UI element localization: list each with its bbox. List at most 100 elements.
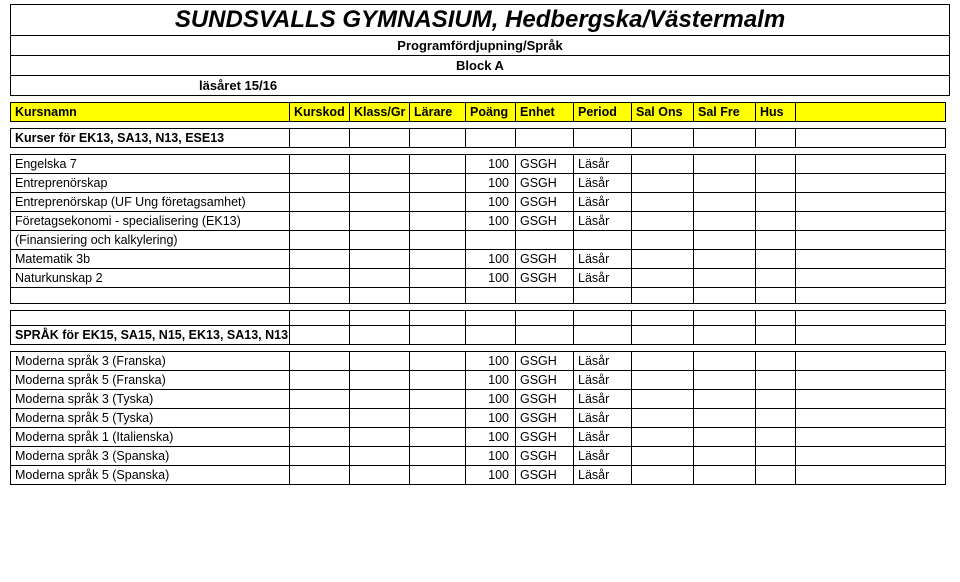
table-cell: Läsår: [574, 447, 632, 466]
table-cell: GSGH: [516, 154, 574, 174]
table-cell: [290, 174, 350, 193]
table-cell: [796, 466, 946, 485]
table-cell: [632, 409, 694, 428]
table-row: Moderna språk 3 (Spanska)100GSGHLäsår: [10, 447, 950, 466]
table-cell: [756, 351, 796, 371]
section-row: Kurser för EK13, SA13, N13, ESE13: [10, 128, 950, 148]
table-cell: [756, 371, 796, 390]
table-cell: [694, 371, 756, 390]
col-hus: Hus: [756, 102, 796, 122]
table-cell: Läsår: [574, 212, 632, 231]
table-cell: [632, 466, 694, 485]
table-cell: Engelska 7: [10, 154, 290, 174]
table-cell: [410, 466, 466, 485]
table-cell: GSGH: [516, 466, 574, 485]
table-cell: [694, 409, 756, 428]
table-cell: [350, 447, 410, 466]
table-cell: [410, 193, 466, 212]
table-cell: [756, 250, 796, 269]
table-cell: Matematik 3b: [10, 250, 290, 269]
table-cell: [796, 409, 946, 428]
table-cell: [290, 371, 350, 390]
table-row: (Finansiering och kalkylering): [10, 231, 950, 250]
table-cell: [466, 231, 516, 250]
table-cell: [694, 447, 756, 466]
table-cell: [410, 447, 466, 466]
table-cell: GSGH: [516, 428, 574, 447]
table-cell: Moderna språk 3 (Tyska): [10, 390, 290, 409]
table-cell: [694, 174, 756, 193]
table-cell: [290, 351, 350, 371]
table-cell: [410, 371, 466, 390]
table-cell: [694, 269, 756, 288]
table-cell: Läsår: [574, 351, 632, 371]
table-cell: [350, 428, 410, 447]
table-cell: 100: [466, 390, 516, 409]
table-cell: [796, 193, 946, 212]
table-cell: 100: [466, 447, 516, 466]
block-label: Block A: [10, 56, 950, 76]
table-cell: [632, 390, 694, 409]
table-cell: [632, 371, 694, 390]
section1-title: Kurser för EK13, SA13, N13, ESE13: [10, 128, 290, 148]
table-cell: 100: [466, 351, 516, 371]
col-extra: [796, 102, 946, 122]
table-cell: GSGH: [516, 351, 574, 371]
table-cell: [756, 212, 796, 231]
table-cell: Läsår: [574, 193, 632, 212]
table-row: Entreprenörskap (UF Ung företagsamhet)10…: [10, 193, 950, 212]
table-cell: [410, 231, 466, 250]
col-klassgr: Klass/Gr: [350, 102, 410, 122]
table-cell: [290, 428, 350, 447]
col-period: Period: [574, 102, 632, 122]
table-row: Moderna språk 3 (Franska)100GSGHLäsår: [10, 351, 950, 371]
table-row: Moderna språk 3 (Tyska)100GSGHLäsår: [10, 390, 950, 409]
table-cell: [756, 409, 796, 428]
table-cell: [350, 250, 410, 269]
table-cell: Läsår: [574, 174, 632, 193]
table-cell: [796, 371, 946, 390]
table-cell: [756, 269, 796, 288]
table-cell: [632, 231, 694, 250]
table-cell: [350, 231, 410, 250]
table-cell: Naturkunskap 2: [10, 269, 290, 288]
table-cell: [796, 351, 946, 371]
table-cell: [410, 351, 466, 371]
col-salons: Sal Ons: [632, 102, 694, 122]
table-cell: [632, 428, 694, 447]
table-cell: [410, 250, 466, 269]
table-row: Matematik 3b100GSGHLäsår: [10, 250, 950, 269]
table-cell: [410, 154, 466, 174]
section2-title: SPRÅK för EK15, SA15, N15, EK13, SA13, N…: [10, 326, 290, 345]
table-cell: Läsår: [574, 466, 632, 485]
table-cell: GSGH: [516, 250, 574, 269]
table-cell: [574, 231, 632, 250]
table-cell: [350, 212, 410, 231]
table-cell: [410, 428, 466, 447]
table-cell: 100: [466, 193, 516, 212]
table-cell: [756, 466, 796, 485]
table-cell: [632, 351, 694, 371]
table-cell: Läsår: [574, 409, 632, 428]
table-row: [10, 310, 950, 326]
table-cell: [350, 154, 410, 174]
table-cell: [796, 250, 946, 269]
table-cell: [290, 466, 350, 485]
table-cell: [290, 250, 350, 269]
table-cell: Moderna språk 3 (Spanska): [10, 447, 290, 466]
table-cell: [796, 154, 946, 174]
table-cell: Läsår: [574, 371, 632, 390]
table-cell: [694, 154, 756, 174]
table-cell: [350, 193, 410, 212]
table-cell: [632, 154, 694, 174]
table-row: Moderna språk 5 (Franska)100GSGHLäsår: [10, 371, 950, 390]
table-cell: GSGH: [516, 409, 574, 428]
table-cell: [756, 447, 796, 466]
table-cell: Företagsekonomi - specialisering (EK13): [10, 212, 290, 231]
table-cell: Moderna språk 5 (Spanska): [10, 466, 290, 485]
table-cell: GSGH: [516, 371, 574, 390]
table-row: Moderna språk 5 (Tyska)100GSGHLäsår: [10, 409, 950, 428]
table-cell: [694, 351, 756, 371]
table-cell: [290, 409, 350, 428]
table-cell: 100: [466, 154, 516, 174]
